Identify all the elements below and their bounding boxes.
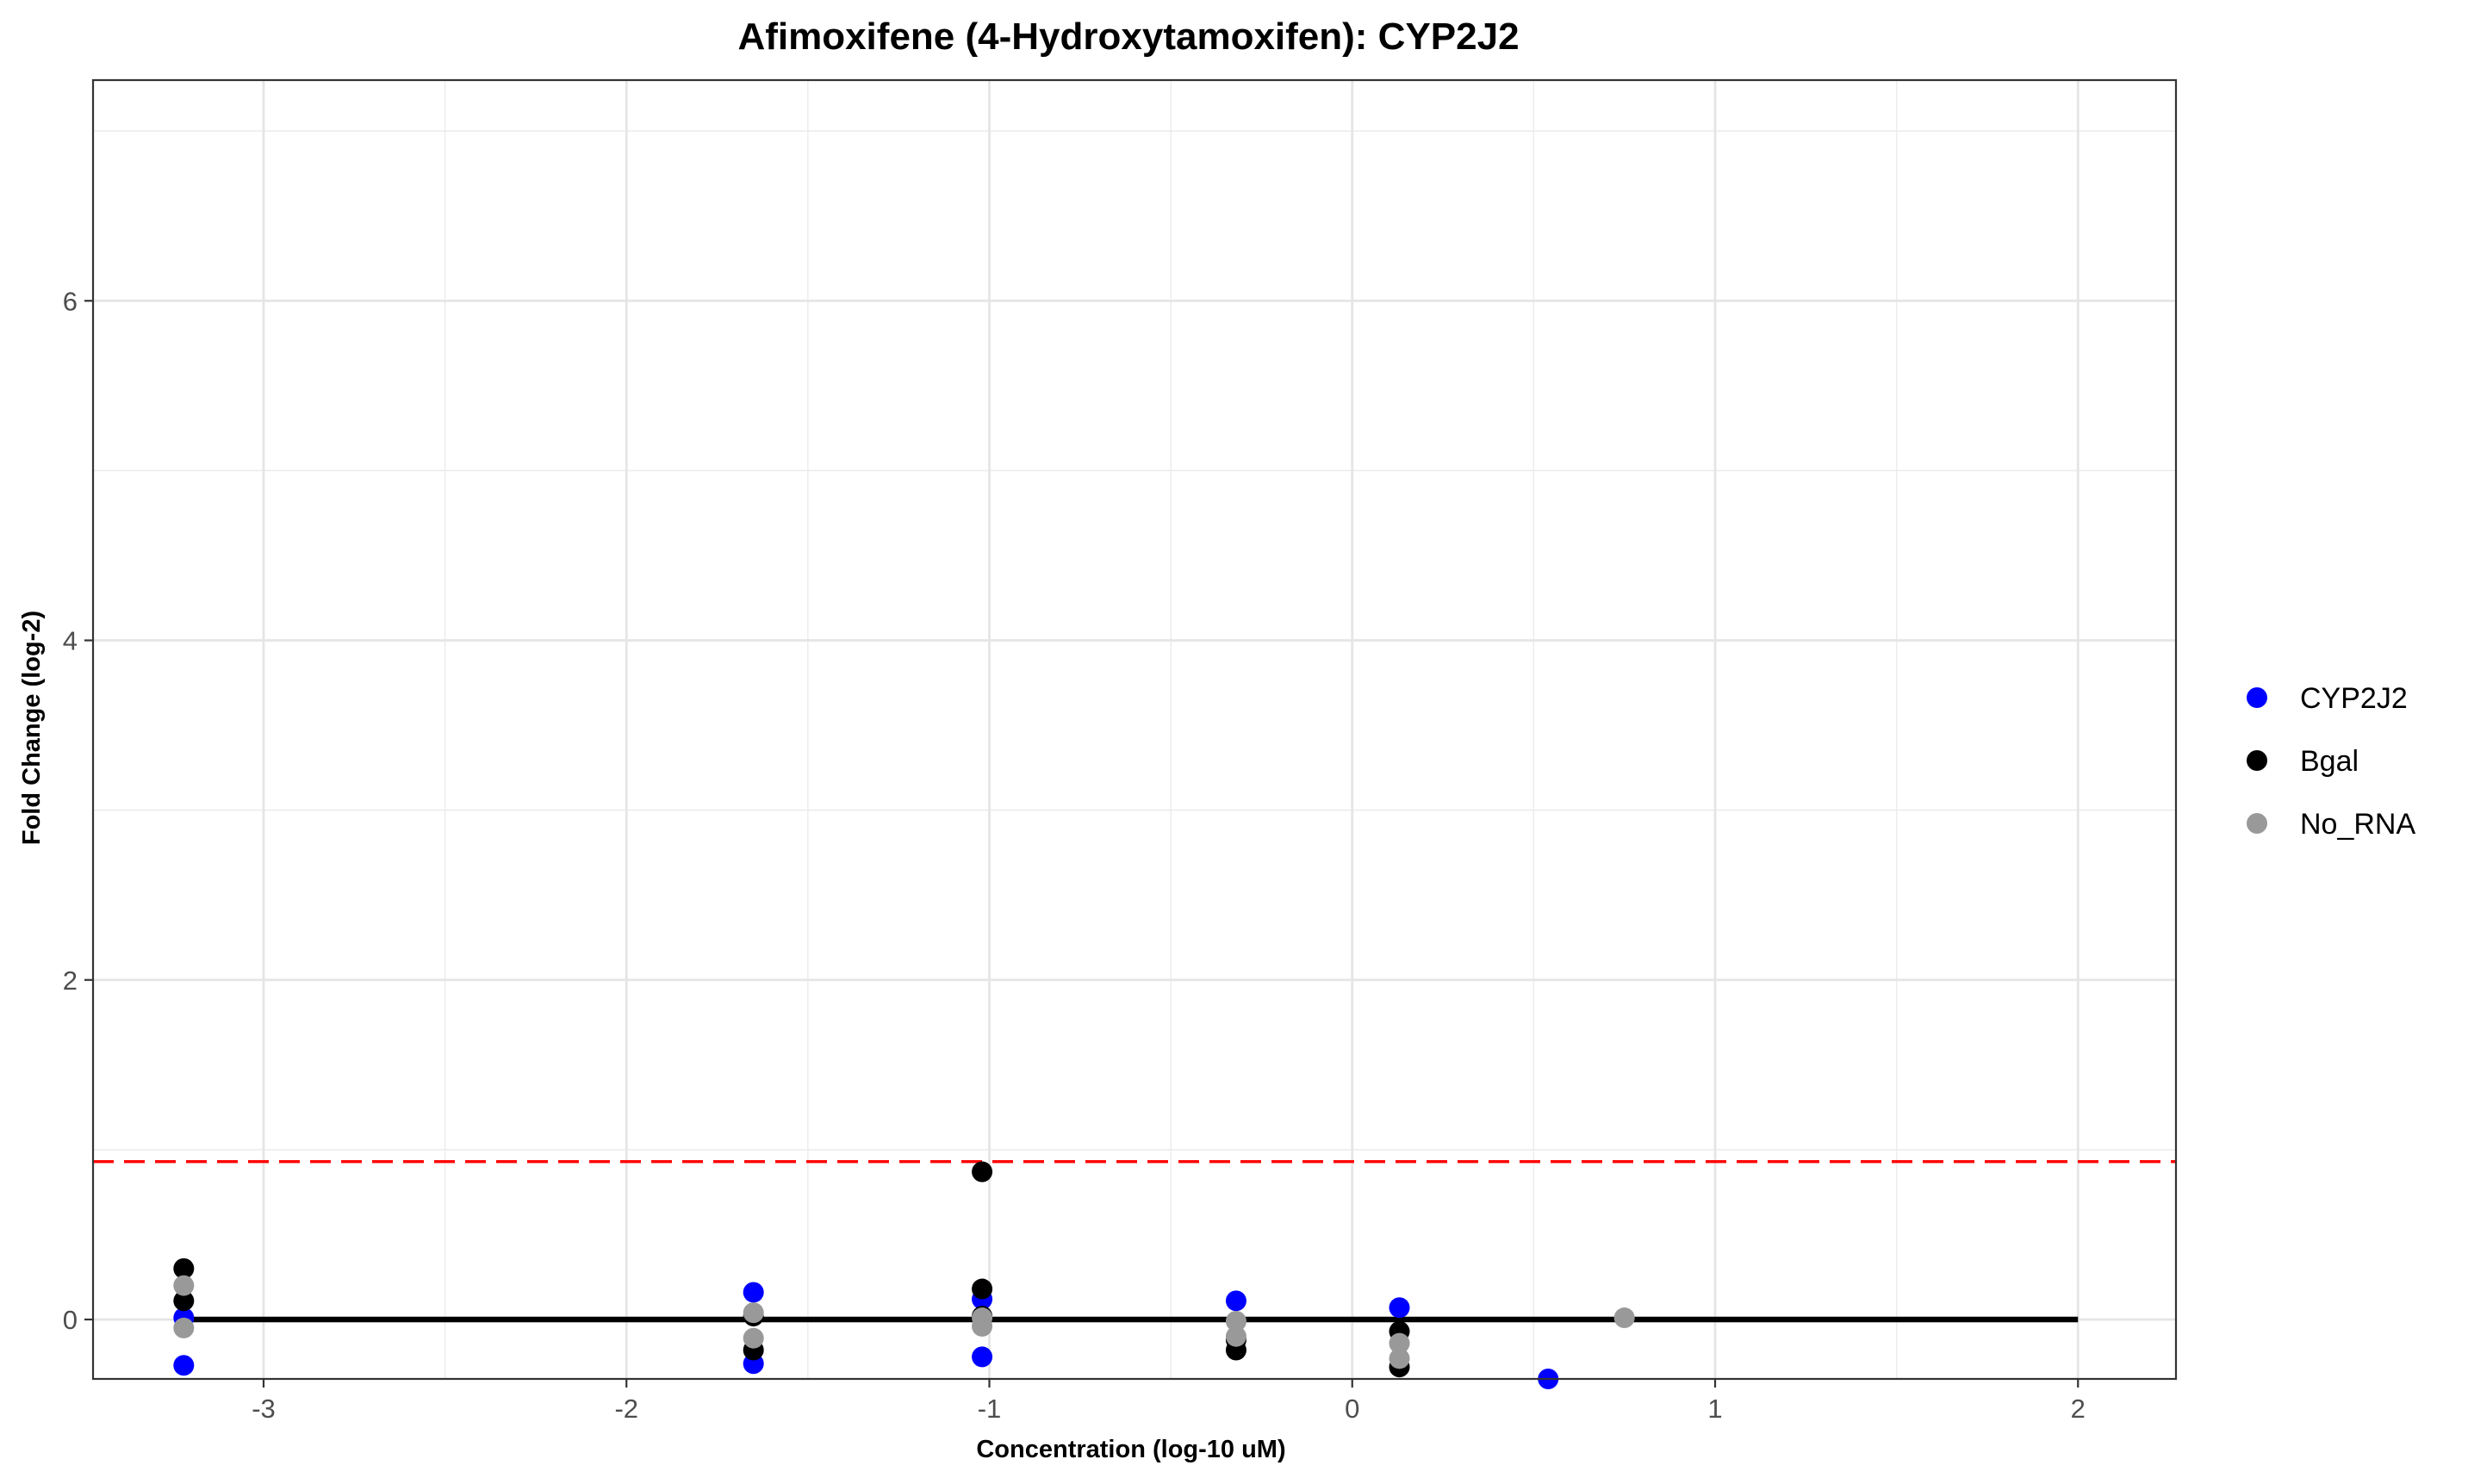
legend-key-no-rna [2247, 813, 2267, 834]
x-tick-label: 1 [1707, 1394, 1722, 1424]
data-point-cyp2j2 [1225, 1290, 1246, 1312]
data-point-cyp2j2 [173, 1355, 195, 1376]
y-tick-label: 4 [63, 626, 78, 656]
x-tick-label: -3 [252, 1394, 276, 1424]
data-point-cyp2j2 [972, 1346, 993, 1368]
x-tick-label: -1 [978, 1394, 1002, 1424]
y-tick-label: 6 [63, 286, 78, 316]
plot-panel-border [91, 78, 2178, 1381]
data-point-no-rna [972, 1315, 993, 1337]
data-point-no-rna [743, 1302, 764, 1324]
axes: -3 -2 -1 0 1 2 0 2 4 6 [63, 286, 2086, 1424]
data-point-no-rna [1389, 1332, 1410, 1354]
data-point-no-rna [743, 1327, 764, 1349]
data-point-cyp2j2 [743, 1282, 764, 1303]
data-points [173, 1161, 1635, 1389]
data-point-no-rna [1613, 1307, 1635, 1329]
legend-label-bgal: Bgal [2300, 745, 2359, 778]
x-axis-label: Concentration (log-10 uM) [976, 1436, 1285, 1463]
y-tick-label: 0 [63, 1305, 78, 1335]
data-point-bgal [972, 1161, 993, 1183]
legend-label-cyp2j2: CYP2J2 [2300, 682, 2408, 715]
x-tick-label: 2 [2071, 1394, 2086, 1424]
data-point-cyp2j2 [1389, 1297, 1410, 1319]
grid-lines [93, 80, 2176, 1379]
x-tick-label: -2 [614, 1394, 638, 1424]
data-point-bgal [173, 1290, 195, 1312]
data-point-no-rna [1225, 1310, 1246, 1332]
data-point-no-rna [1225, 1326, 1246, 1347]
legend-key-cyp2j2 [2247, 687, 2267, 708]
data-point-bgal [972, 1278, 993, 1300]
reference-lines [93, 1159, 2176, 1323]
legend-key-bgal [2247, 750, 2267, 771]
y-tick-label: 2 [63, 966, 78, 996]
data-point-bgal [173, 1257, 195, 1279]
y-axis-label: Fold Change (log-2) [18, 611, 46, 845]
legend: CYP2J2 Bgal No_RNA [2247, 682, 2415, 841]
data-point-no-rna [173, 1275, 195, 1296]
chart-title: Afimoxifene (4-Hydroxytamoxifen): CYP2J2 [737, 16, 1519, 58]
legend-label-no-rna: No_RNA [2300, 808, 2415, 841]
data-point-no-rna [173, 1317, 195, 1338]
x-tick-label: 0 [1345, 1394, 1359, 1424]
data-point-no-rna [1389, 1348, 1410, 1369]
